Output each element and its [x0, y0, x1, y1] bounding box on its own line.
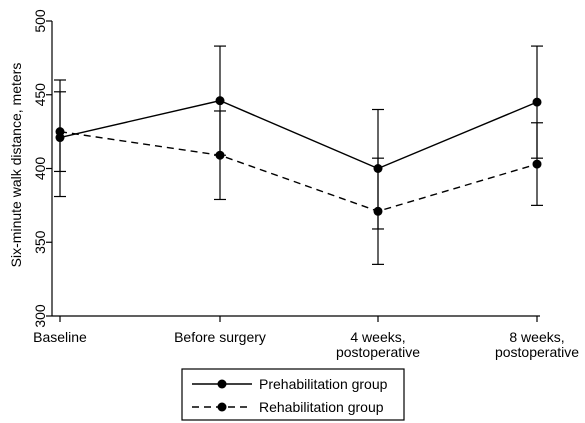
y-axis-label: Six-minute walk distance, meters: [8, 63, 24, 268]
legend-label: Rehabilitation group: [259, 399, 384, 415]
series-rehabilitation: [54, 91, 543, 265]
legend-box: [181, 368, 405, 421]
data-point: [215, 150, 225, 160]
y-tick-label: 450: [32, 83, 48, 107]
y-tick-label: 400: [32, 157, 48, 181]
data-point: [532, 97, 542, 107]
x-tick-label: 8 weeks,: [509, 329, 564, 345]
series-layer: [54, 45, 543, 265]
y-tick-label: 300: [32, 304, 48, 328]
data-point: [532, 159, 542, 169]
legend-label: Prehabilitation group: [259, 376, 388, 392]
y-tick-label: 350: [32, 230, 48, 254]
y-tick-label: 500: [32, 9, 48, 33]
x-tick-label: postoperative: [336, 344, 420, 360]
x-tick-label: Before surgery: [174, 329, 266, 345]
x-tick-label: Baseline: [33, 329, 87, 345]
legend-marker: [217, 379, 227, 389]
x-tick-label: postoperative: [495, 344, 579, 360]
series-prehabilitation: [54, 45, 543, 230]
data-point: [215, 96, 225, 106]
legend-marker: [217, 402, 227, 412]
x-tick-label: 4 weeks,: [350, 329, 405, 345]
series-line: [59, 99, 538, 170]
series-line: [59, 130, 538, 213]
axes: 300 350 400 450 500 Baseline Before surgery 4 w…: [32, 9, 579, 360]
data-point: [55, 127, 65, 137]
legend: Prehabilitation group Rehabilitation grou…: [181, 368, 405, 421]
data-point: [373, 206, 383, 216]
